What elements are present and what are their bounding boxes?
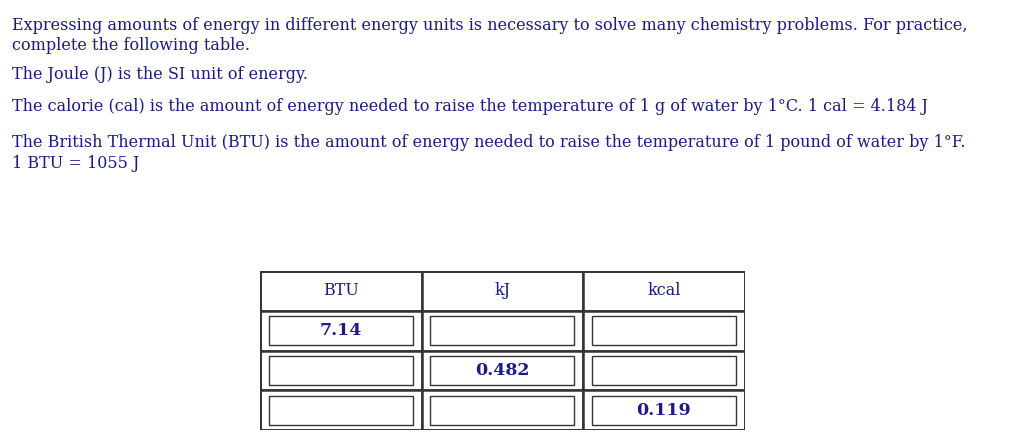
Bar	[591, 396, 735, 425]
Bar	[583, 350, 744, 390]
Bar	[421, 350, 583, 390]
Bar	[421, 311, 583, 350]
Bar	[269, 396, 413, 425]
Text: The calorie (cal) is the amount of energy needed to raise the temperature of 1 g: The calorie (cal) is the amount of energ…	[12, 98, 927, 115]
Bar	[421, 271, 583, 311]
Text: kcal: kcal	[646, 282, 680, 299]
Text: complete the following table.: complete the following table.	[12, 37, 250, 54]
Text: 0.119: 0.119	[636, 402, 691, 419]
Bar	[269, 316, 413, 345]
Text: 7.14: 7.14	[319, 322, 362, 339]
Bar	[260, 271, 421, 311]
Bar	[430, 316, 574, 345]
Text: 1 BTU = 1055 J: 1 BTU = 1055 J	[12, 155, 140, 172]
Bar	[269, 356, 413, 385]
Text: 0.482: 0.482	[475, 362, 529, 379]
Text: The British Thermal Unit (BTU) is the amount of energy needed to raise the tempe: The British Thermal Unit (BTU) is the am…	[12, 134, 965, 151]
Bar	[430, 356, 574, 385]
Bar	[430, 396, 574, 425]
Bar	[591, 356, 735, 385]
Bar	[583, 311, 744, 350]
Text: The Joule (J) is the SI unit of energy.: The Joule (J) is the SI unit of energy.	[12, 66, 308, 83]
Bar	[260, 350, 421, 390]
Text: kJ: kJ	[494, 282, 510, 299]
Bar	[583, 271, 744, 311]
Bar	[583, 390, 744, 430]
Bar	[260, 311, 421, 350]
Text: BTU: BTU	[323, 282, 359, 299]
Bar	[591, 316, 735, 345]
Bar	[260, 390, 421, 430]
Bar	[421, 390, 583, 430]
Text: Expressing amounts of energy in different energy units is necessary to solve man: Expressing amounts of energy in differen…	[12, 17, 967, 34]
